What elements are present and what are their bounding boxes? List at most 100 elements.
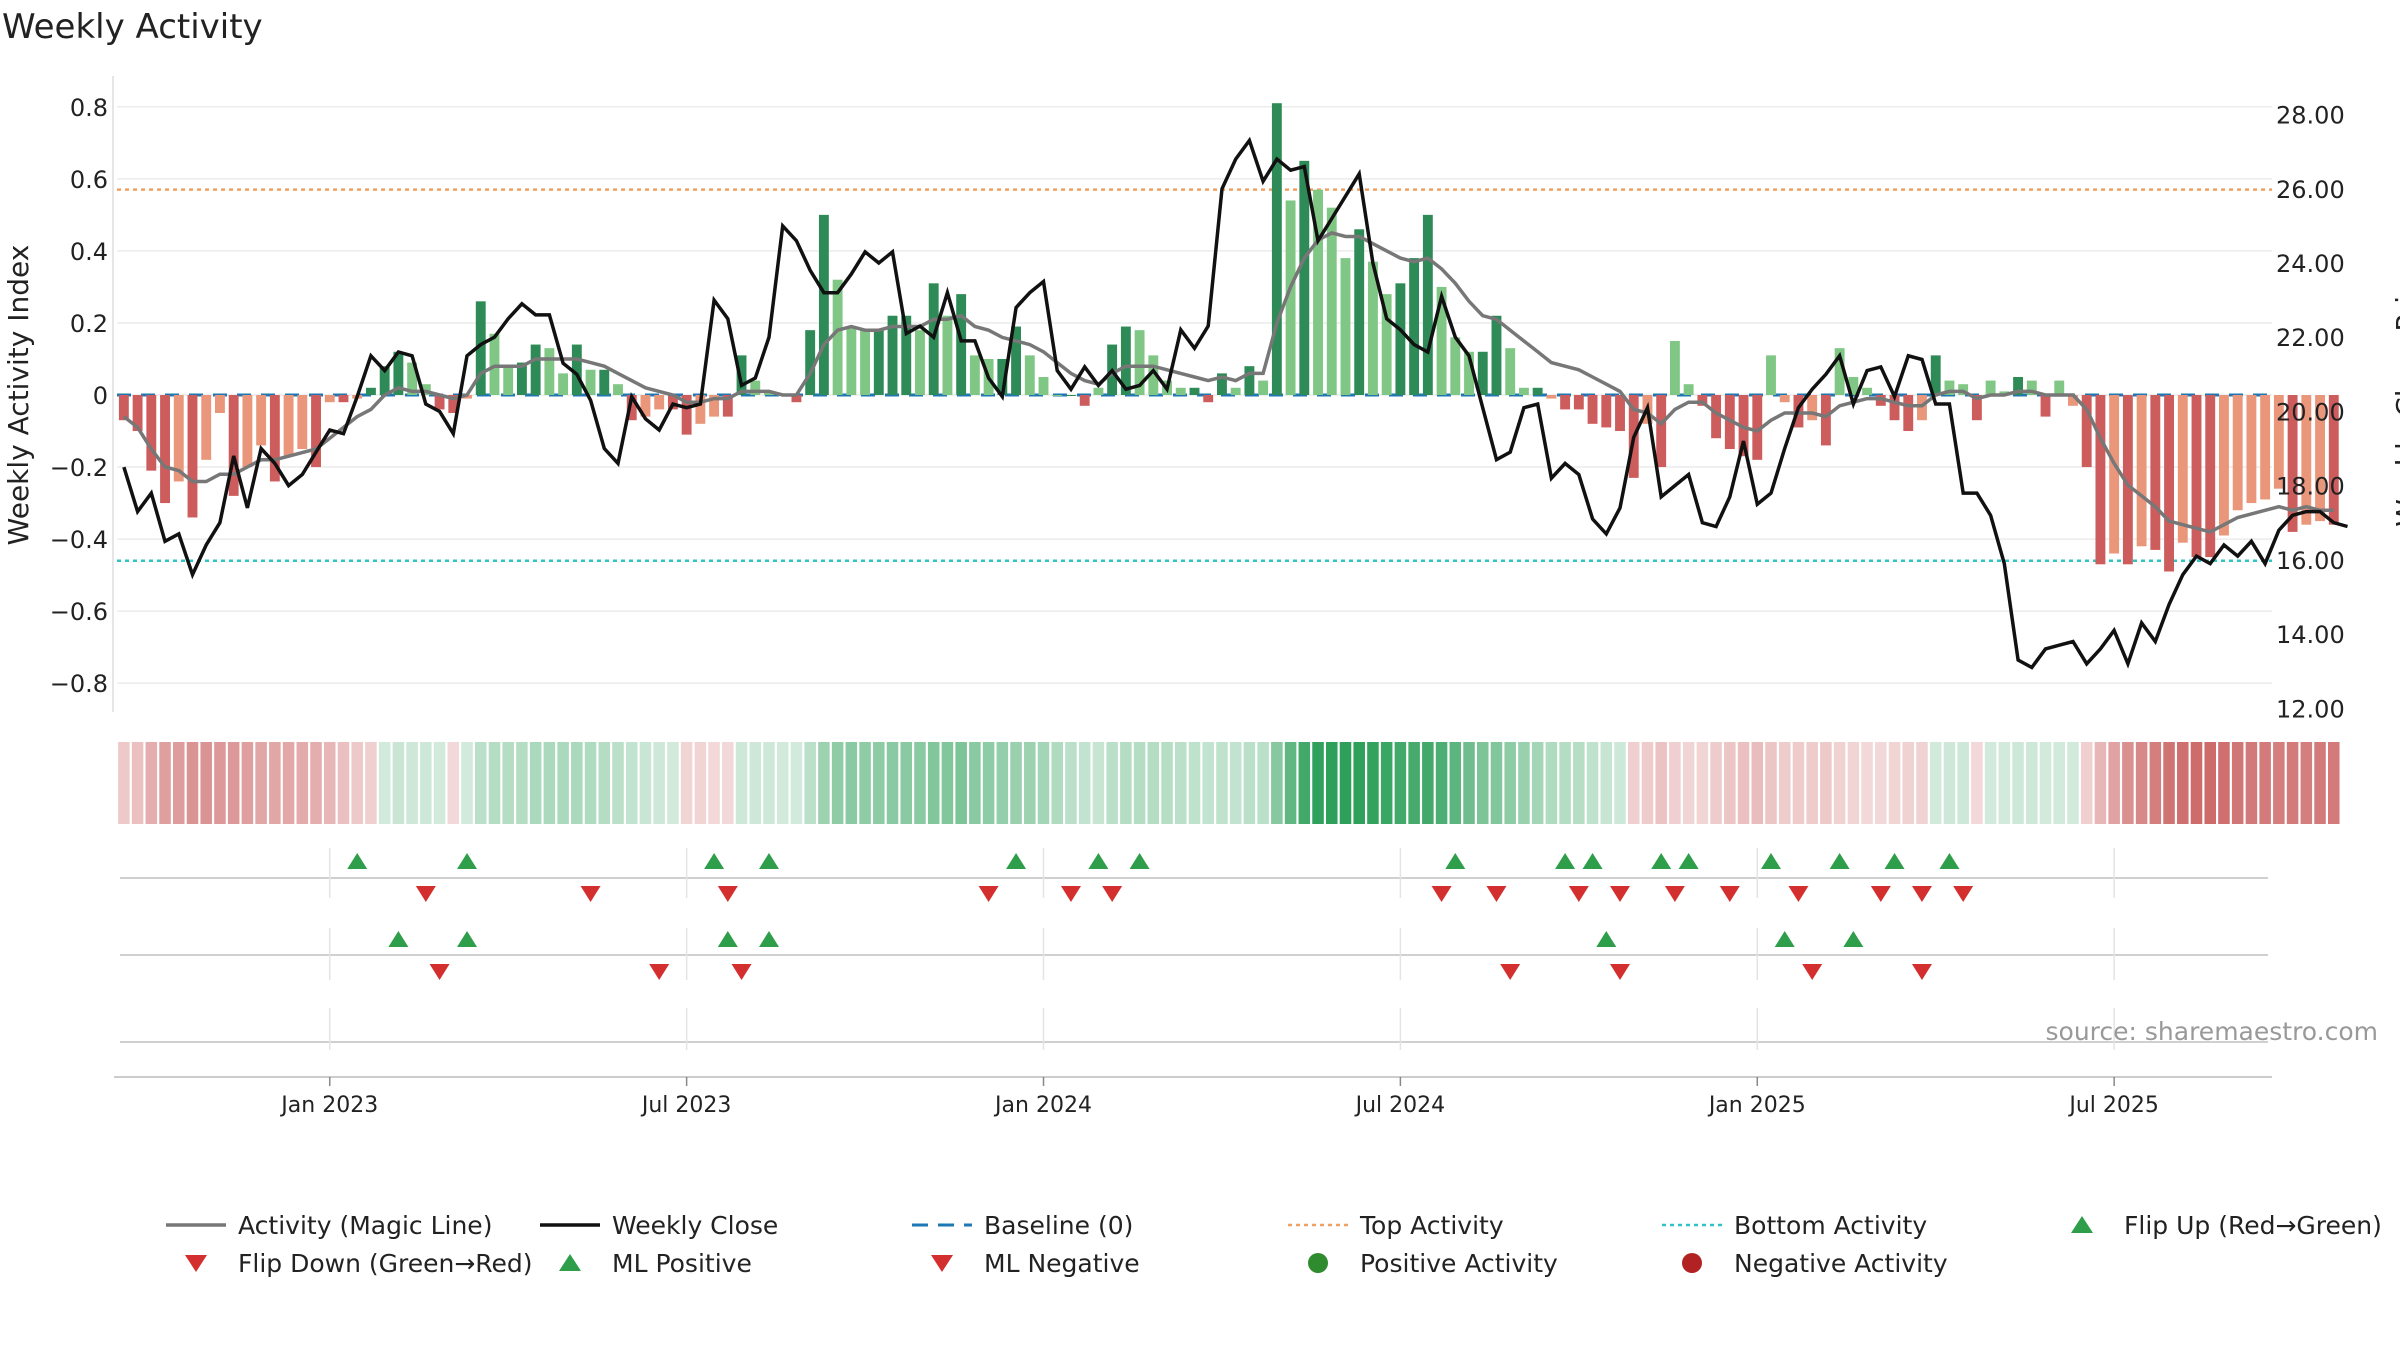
strip-cell	[1724, 742, 1736, 824]
strip-cell	[2053, 742, 2066, 824]
strip-cell	[1875, 742, 1887, 824]
strip-cell	[351, 742, 363, 824]
strip-cell	[2026, 742, 2038, 824]
ml-positive-marker	[1843, 931, 1864, 947]
strip-cell	[1559, 742, 1571, 824]
strip-cell	[1792, 742, 1805, 824]
legend-item: Flip Down (Green→Red)	[185, 1249, 533, 1278]
legend-item: Bottom Activity	[1662, 1211, 1927, 1240]
activity-bar	[1889, 394, 1900, 421]
flip-down-marker	[1870, 886, 1891, 902]
activity-bar	[1491, 315, 1502, 395]
strip-cell	[420, 742, 432, 824]
legend-label: Positive Activity	[1360, 1249, 1558, 1278]
strip-cell	[1929, 742, 1942, 824]
flip-up-marker	[758, 853, 779, 869]
strip-cell	[1298, 742, 1311, 824]
legend-label: Baseline (0)	[984, 1211, 1133, 1240]
activity-bar	[2026, 380, 2037, 395]
flip-up-marker	[1582, 853, 1603, 869]
y-tick-left: 0	[93, 382, 108, 410]
ml-negative-marker	[1500, 964, 1521, 980]
strip-cell	[859, 742, 871, 824]
strip-cell	[1765, 742, 1777, 824]
activity-bar	[2205, 394, 2216, 558]
flip-down-marker	[1719, 886, 1740, 902]
activity-bar	[2095, 394, 2106, 565]
strip-cell	[996, 742, 1009, 824]
legend-swatch	[1308, 1253, 1328, 1273]
strip-cell	[1490, 742, 1503, 824]
y-tick-left: −0.4	[50, 526, 108, 554]
activity-bar	[2013, 376, 2024, 395]
strip-cell	[1614, 742, 1626, 824]
strip-cell	[653, 742, 665, 824]
strip-cell	[1916, 742, 1928, 824]
activity-bar	[2219, 394, 2229, 536]
strip-cell	[227, 742, 240, 824]
activity-bar	[1395, 283, 1406, 395]
activity-bar	[1711, 394, 1722, 439]
flip-down-marker	[1431, 886, 1452, 902]
strip-cell	[2067, 742, 2079, 824]
strip-cell	[1888, 742, 1901, 824]
chart-title: Weekly Activity	[2, 7, 263, 47]
strip-cell	[1531, 742, 1544, 824]
activity-bar	[1024, 355, 1035, 395]
activity-bar	[1052, 394, 1063, 396]
strip-cell	[1010, 742, 1022, 824]
flip-up-marker	[1555, 853, 1576, 869]
flip-down-marker	[1568, 886, 1589, 902]
activity-bar	[1230, 387, 1241, 395]
x-tick-label: Jan 2024	[993, 1093, 1092, 1118]
strip-cell	[1339, 742, 1352, 824]
activity-bar	[901, 315, 912, 395]
activity-bar	[571, 344, 582, 395]
strip-cell	[1435, 742, 1448, 824]
strip-cell	[1669, 742, 1681, 824]
activity-bar	[297, 394, 308, 450]
legend-item: Negative Activity	[1682, 1249, 1948, 1278]
flip-up-marker	[704, 853, 725, 869]
activity-bar	[1148, 355, 1159, 395]
strip-cell	[255, 742, 267, 824]
x-tick-label: Jul 2025	[2067, 1093, 2159, 1118]
strip-cell	[1641, 742, 1654, 824]
activity-bar	[503, 366, 514, 395]
activity-bar	[1820, 394, 1831, 446]
activity-bar	[860, 330, 871, 395]
y-tick-left: −0.6	[50, 598, 108, 626]
activity-bar	[1505, 348, 1516, 395]
strip-cell	[543, 742, 556, 824]
legend-swatch	[2071, 1216, 2093, 1233]
ml-positive-marker	[1774, 931, 1795, 947]
strip-cell	[1861, 742, 1873, 824]
strip-cell	[790, 742, 803, 824]
strip-cell	[1188, 742, 1201, 824]
strip-cell	[571, 742, 583, 824]
y-axis-label-left: Weekly Activity Index	[2, 245, 35, 546]
signal-rows	[120, 848, 2268, 1050]
activity-bar	[1477, 351, 1488, 395]
strip-cell	[1325, 742, 1338, 824]
strip-cell	[173, 742, 185, 824]
activity-bar	[1903, 394, 1914, 432]
activity-bar	[228, 394, 239, 496]
strip-cell	[1408, 742, 1420, 824]
flip-down-marker	[580, 886, 601, 902]
y-tick-left: 0.8	[70, 94, 108, 122]
activity-bar	[969, 355, 980, 395]
activity-bar	[915, 330, 925, 395]
strip-cell	[914, 742, 926, 824]
activity-bar	[1848, 376, 1859, 395]
flip-down-marker	[1486, 886, 1507, 902]
activity-bar	[530, 344, 541, 395]
ml-negative-marker	[1802, 964, 1823, 980]
activity-bar	[1834, 348, 1845, 395]
strip-cell	[1820, 742, 1832, 824]
activity-bar	[942, 315, 953, 395]
x-tick-label: Jan 2023	[279, 1093, 378, 1118]
ml-positive-marker	[717, 931, 738, 947]
strip-cell	[1682, 742, 1695, 824]
